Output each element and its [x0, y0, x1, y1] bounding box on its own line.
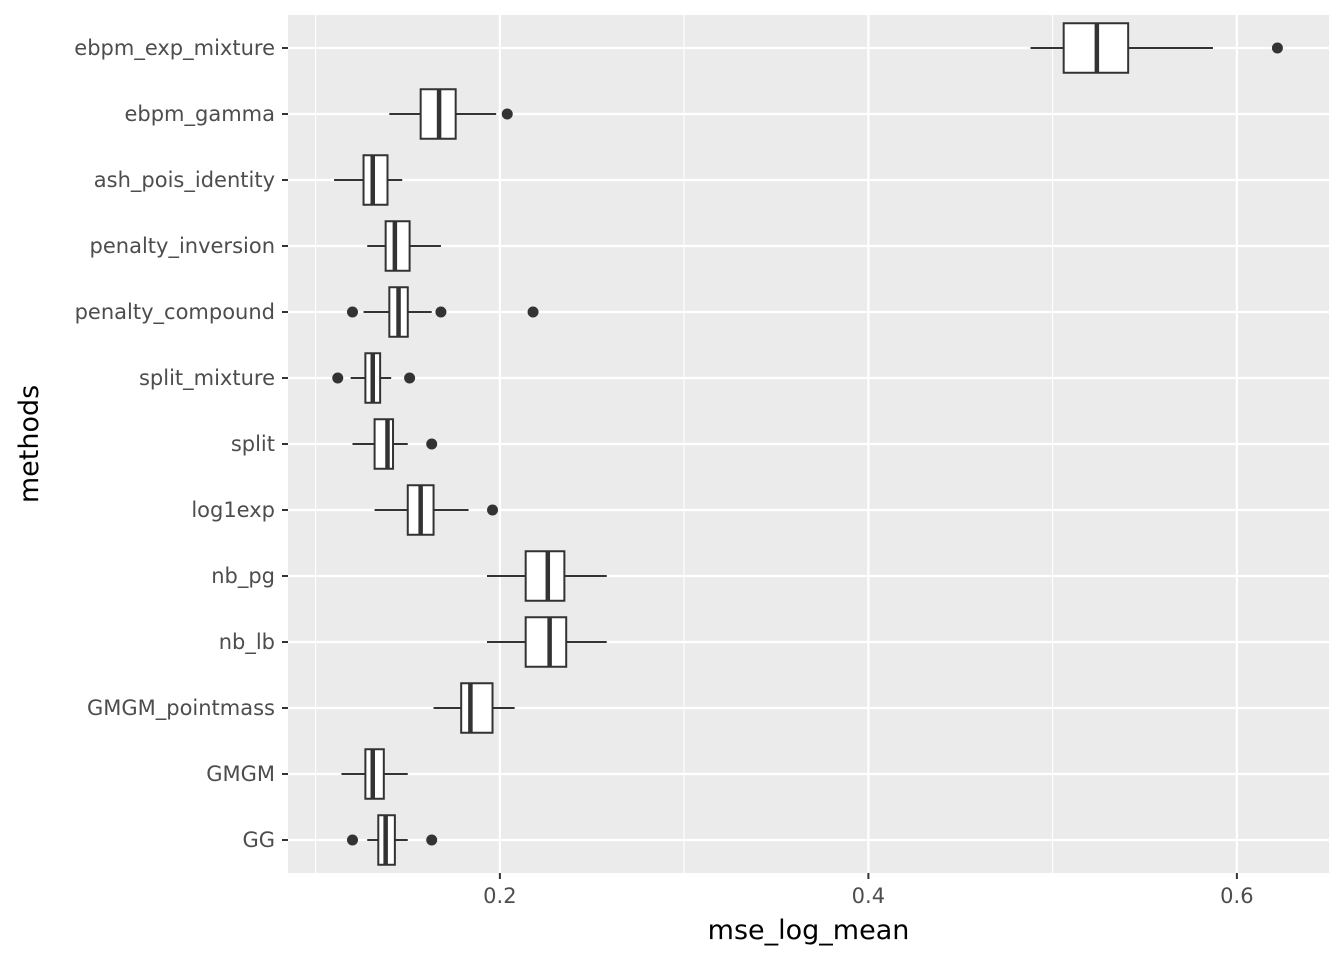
box-series: [332, 22, 1283, 866]
box-iqr: [384, 220, 411, 272]
outlier-point: [1271, 42, 1283, 54]
outlier-point: [501, 108, 513, 120]
box-nb_pg: [486, 550, 607, 602]
y-tick-label: log1exp: [191, 498, 275, 522]
x-axis: 0.2 0.4 0.6: [483, 873, 1254, 908]
y-tick-label: penalty_inversion: [90, 234, 275, 259]
box-penalty_inversion: [367, 220, 441, 272]
box-GMGM_pointmass: [433, 682, 515, 734]
y-tick-label: ebpm_exp_mixture: [74, 36, 275, 61]
outlier-point: [346, 306, 358, 318]
y-tick-label: split: [231, 432, 275, 456]
y-tick-label: GMGM: [206, 762, 275, 786]
outlier-point: [527, 306, 539, 318]
box-ebpm_gamma: [389, 88, 513, 140]
outlier-point: [346, 834, 358, 846]
box-GMGM: [341, 748, 408, 800]
box-ash_pois_identity: [334, 154, 403, 206]
box-GG: [346, 814, 438, 866]
box-nb_lb: [486, 616, 607, 668]
y-axis: ebpm_exp_mixture ebpm_gamma ash_pois_ident…: [74, 36, 288, 852]
x-tick-label: 0.2: [483, 884, 516, 908]
y-tick-label: ash_pois_identity: [94, 168, 275, 193]
y-tick-label: nb_pg: [211, 564, 275, 589]
y-tick-label: penalty_compound: [75, 300, 275, 325]
y-tick-label: split_mixture: [139, 366, 275, 391]
box-penalty_compound: [346, 286, 539, 338]
box-iqr: [524, 550, 566, 602]
outlier-point: [426, 834, 438, 846]
y-tick-label: GMGM_pointmass: [87, 696, 275, 721]
outlier-point: [435, 306, 447, 318]
outlier-point: [332, 372, 344, 384]
outlier-point: [404, 372, 416, 384]
box-split: [352, 418, 438, 470]
box-split_mixture: [332, 352, 416, 404]
y-tick-label: GG: [242, 828, 275, 852]
box-ebpm_exp_mixture: [1030, 22, 1283, 74]
box-iqr: [373, 418, 395, 470]
y-axis-title: methods: [14, 385, 45, 503]
box-iqr: [362, 154, 389, 206]
x-axis-title: mse_log_mean: [708, 915, 910, 946]
x-tick-label: 0.4: [852, 884, 885, 908]
y-tick-label: ebpm_gamma: [124, 102, 275, 127]
y-tick-label: nb_lb: [219, 630, 275, 655]
x-tick-label: 0.6: [1220, 884, 1253, 908]
box-iqr: [524, 616, 568, 668]
box-iqr: [460, 682, 494, 734]
outlier-point: [487, 504, 499, 516]
outlier-point: [426, 438, 438, 450]
box-log1exp: [374, 484, 499, 536]
